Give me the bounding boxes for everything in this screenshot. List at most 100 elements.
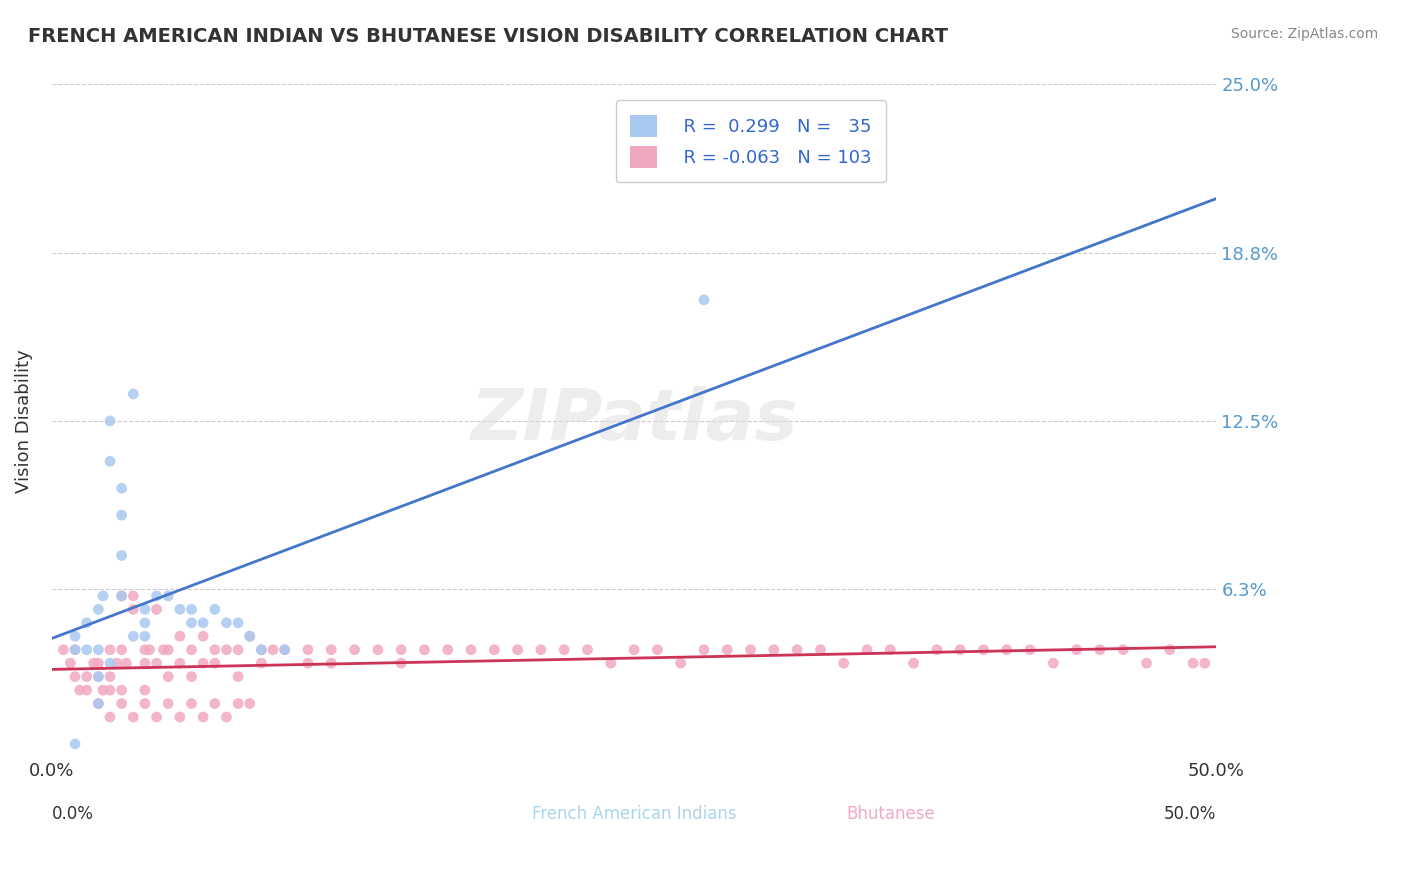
Point (226, 670, 249, 684)
Point (879, 642, 901, 657)
Point (506, 642, 529, 657)
Point (903, 656, 925, 670)
Point (215, 642, 238, 657)
Point (856, 642, 879, 657)
Point (134, 629, 156, 643)
Point (972, 642, 994, 657)
Point (180, 615, 202, 630)
Point (98, 670, 121, 684)
Point (484, 642, 506, 657)
Point (762, 642, 785, 657)
Point (204, 697, 226, 711)
Point (134, 697, 156, 711)
Point (111, 481, 134, 495)
Text: 50.0%: 50.0% (1164, 805, 1216, 822)
Point (152, 642, 174, 657)
Point (215, 615, 238, 630)
Point (122, 602, 145, 616)
Point (87, 697, 110, 711)
Point (832, 656, 855, 670)
Point (63, 737, 86, 751)
Point (250, 656, 273, 670)
Point (239, 697, 262, 711)
Point (111, 642, 134, 657)
Point (1135, 656, 1157, 670)
Point (191, 710, 214, 724)
Point (436, 642, 458, 657)
Point (204, 656, 226, 670)
Point (122, 710, 145, 724)
Point (91, 589, 114, 603)
Point (1159, 642, 1181, 657)
Point (949, 642, 972, 657)
Point (169, 710, 191, 724)
Point (111, 697, 134, 711)
Point (157, 670, 180, 684)
Point (1019, 642, 1042, 657)
Point (111, 683, 134, 698)
Point (98, 683, 121, 698)
Point (553, 642, 575, 657)
Point (191, 656, 214, 670)
Point (157, 642, 180, 657)
Y-axis label: Vision Disability: Vision Disability (15, 349, 32, 492)
Point (87, 670, 110, 684)
Point (389, 656, 412, 670)
Point (76, 642, 98, 657)
Point (76, 683, 98, 698)
Point (63, 629, 86, 643)
Point (111, 549, 134, 563)
Text: FRENCH AMERICAN INDIAN VS BHUTANESE VISION DISABILITY CORRELATION CHART: FRENCH AMERICAN INDIAN VS BHUTANESE VISI… (28, 27, 948, 45)
Point (134, 642, 156, 657)
Point (145, 602, 167, 616)
Point (389, 642, 412, 657)
Point (145, 589, 167, 603)
Point (87, 656, 110, 670)
Point (297, 656, 319, 670)
Point (740, 642, 762, 657)
Point (180, 602, 202, 616)
Point (145, 710, 167, 724)
Text: 0.0%: 0.0% (52, 805, 94, 822)
Point (250, 642, 273, 657)
Point (693, 642, 716, 657)
Point (786, 642, 808, 657)
Point (69, 683, 91, 698)
Point (1194, 656, 1216, 670)
Point (925, 642, 948, 657)
Point (215, 710, 238, 724)
Point (343, 642, 366, 657)
Point (138, 642, 160, 657)
Point (91, 683, 114, 698)
Point (669, 656, 692, 670)
Text: French American Indians: French American Indians (531, 805, 737, 822)
Point (810, 642, 832, 657)
Point (460, 642, 482, 657)
Point (321, 656, 343, 670)
Point (87, 602, 110, 616)
Legend:   R =  0.299   N =   35,   R = -0.063   N = 103: R = 0.299 N = 35, R = -0.063 N = 103 (616, 100, 886, 182)
Point (134, 602, 156, 616)
Point (122, 629, 145, 643)
Text: ZIPatlas: ZIPatlas (471, 386, 797, 456)
Point (111, 589, 134, 603)
Point (87, 697, 110, 711)
Point (169, 629, 191, 643)
Point (226, 697, 249, 711)
Point (413, 642, 436, 657)
Point (180, 670, 202, 684)
Point (169, 602, 191, 616)
Point (226, 642, 249, 657)
Point (122, 387, 145, 401)
Point (297, 642, 319, 657)
Point (76, 615, 98, 630)
Text: Bhutanese: Bhutanese (846, 805, 935, 822)
Point (204, 642, 226, 657)
Point (134, 656, 156, 670)
Point (239, 629, 262, 643)
Point (995, 642, 1018, 657)
Point (226, 615, 249, 630)
Point (250, 642, 273, 657)
Point (530, 642, 553, 657)
Point (191, 615, 214, 630)
